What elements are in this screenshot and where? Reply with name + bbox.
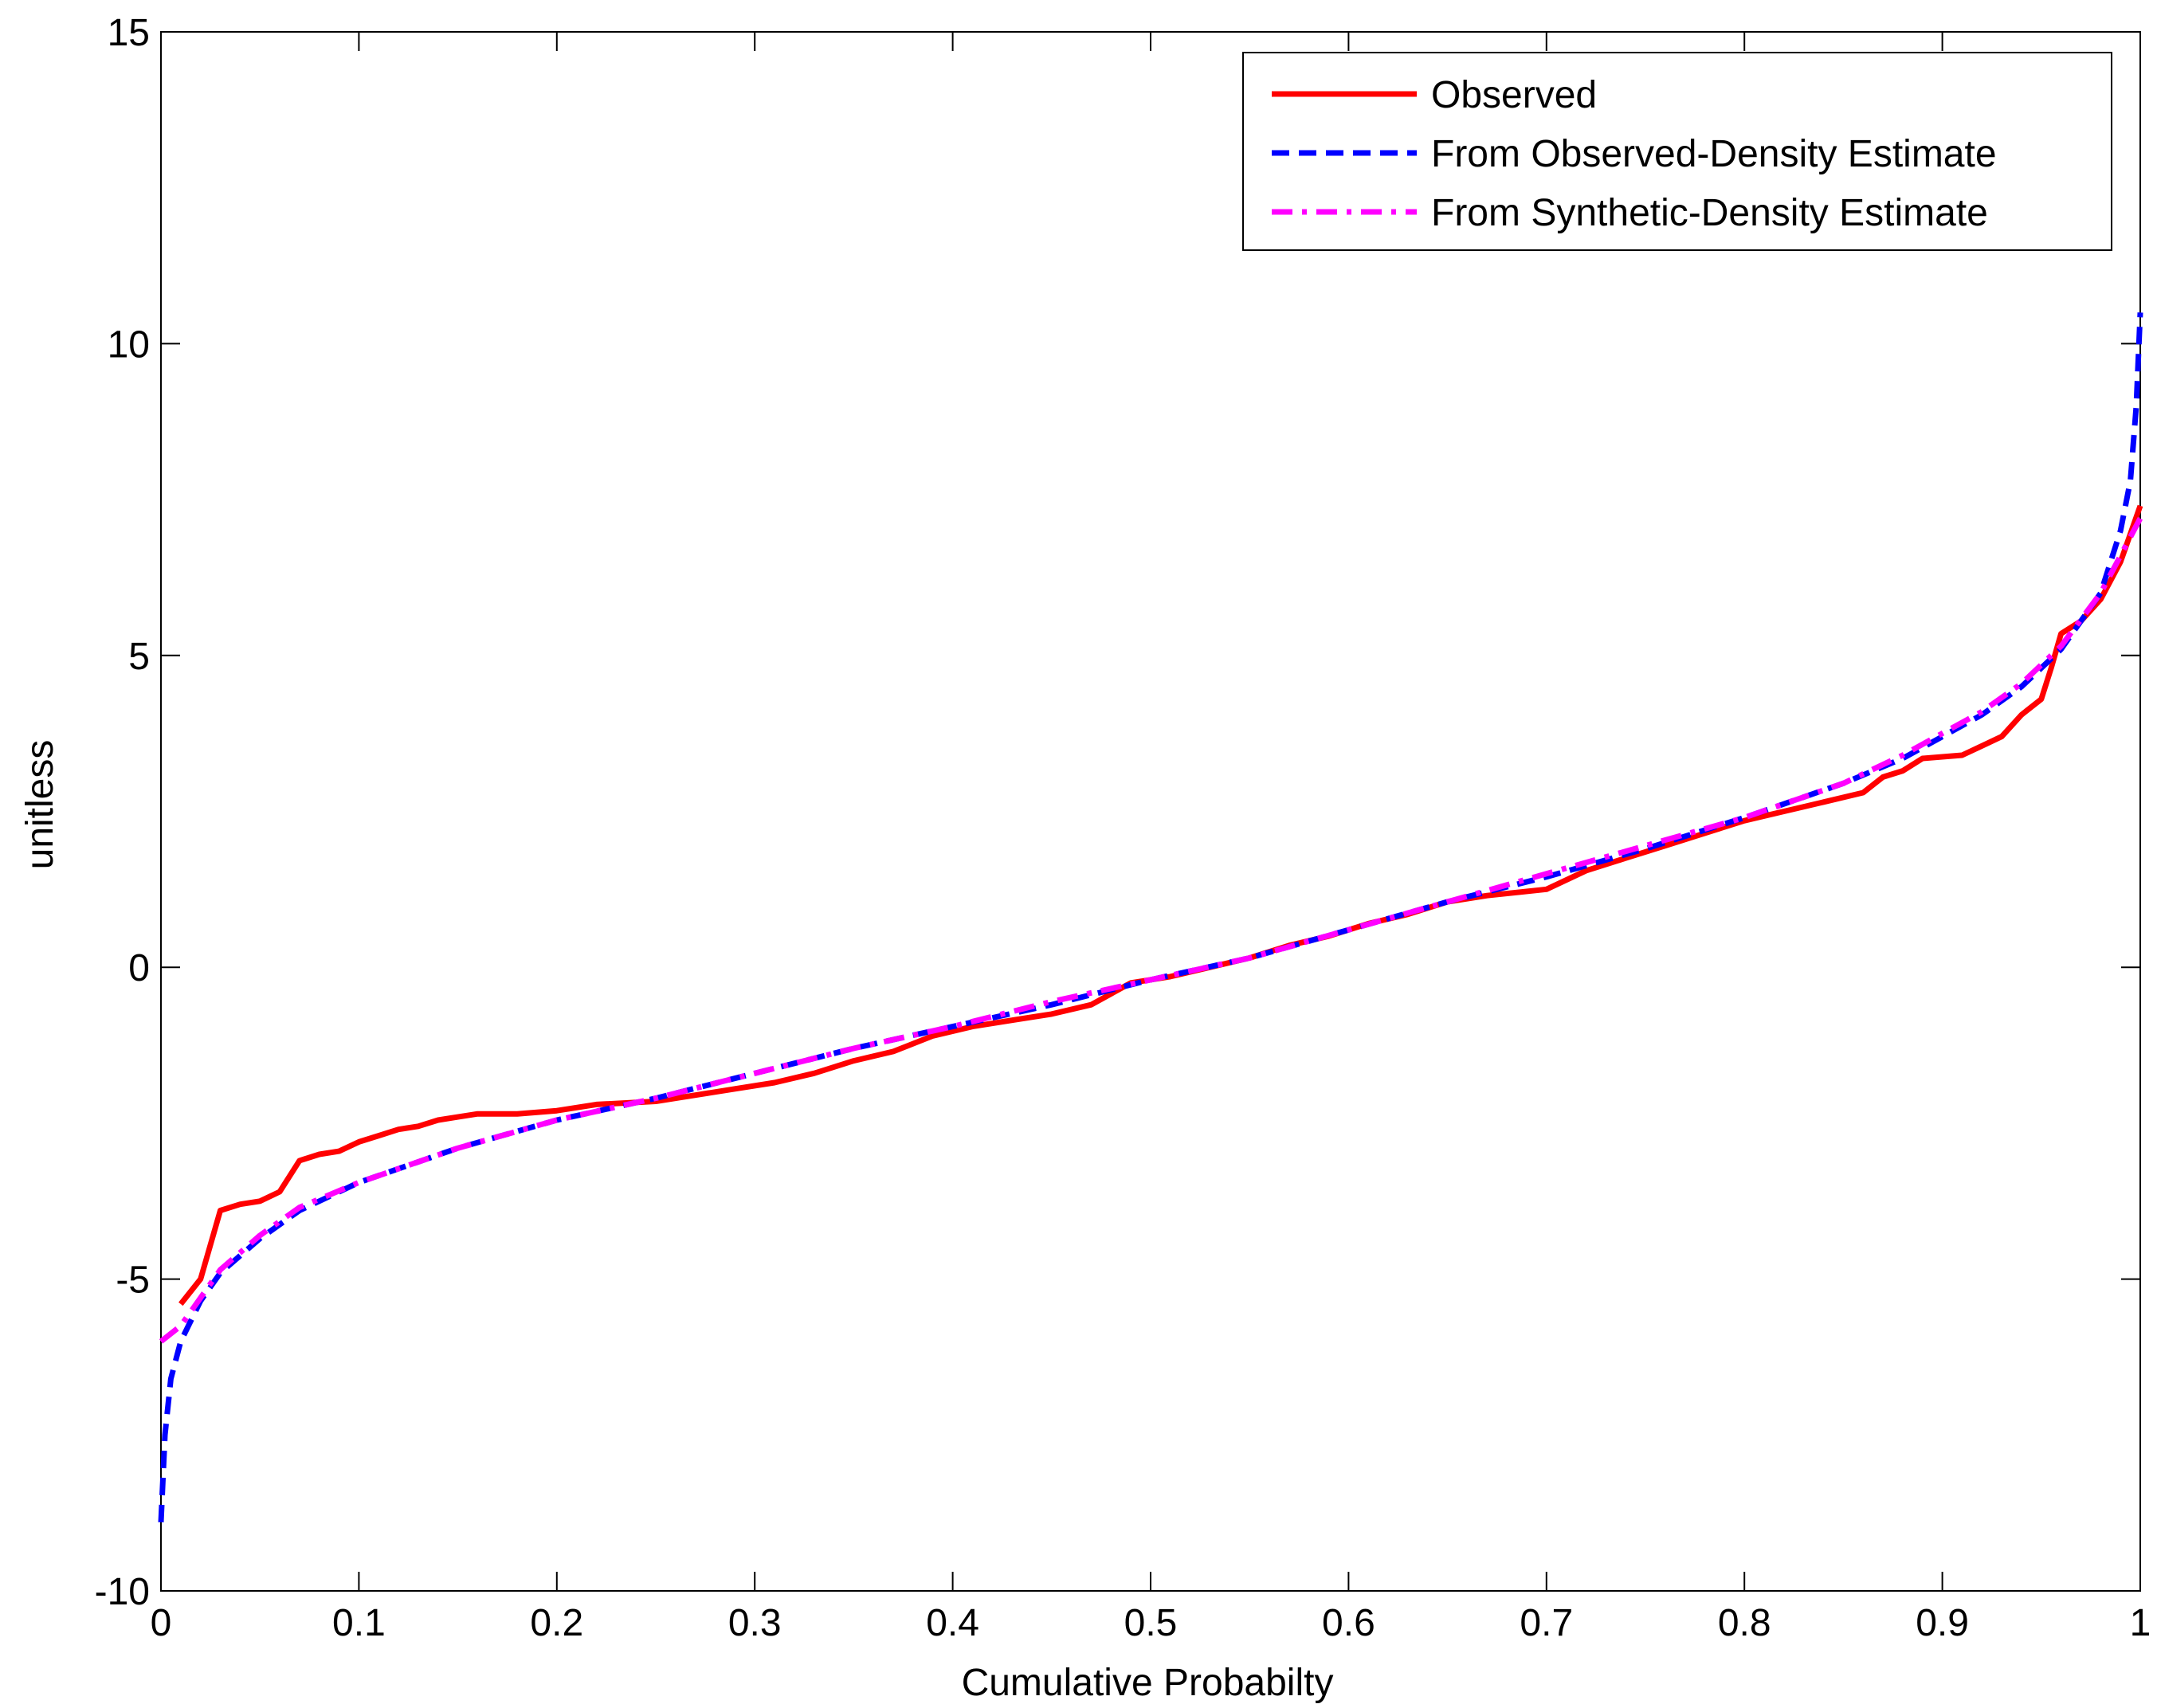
x-tick-label: 0: [151, 1602, 172, 1644]
series-layer: [158, 312, 2143, 1523]
y-tick-label: -5: [116, 1259, 150, 1302]
y-tick-label: 5: [128, 636, 150, 678]
x-tick-label: 0.6: [1322, 1602, 1375, 1644]
legend-label-2: From Observed-Density Estimate: [1431, 133, 1997, 175]
x-tick-label: 0.4: [926, 1602, 979, 1644]
x-tick-label: 1: [2130, 1602, 2151, 1644]
x-tick-label: 0.1: [332, 1602, 386, 1644]
x-tick-label: 0.2: [530, 1602, 583, 1644]
x-axis-ticks: 0 0.1 0.2 0.3 0.4 0.5 0.6 0.7 0.8 0.9 1: [151, 32, 2151, 1644]
y-tick-label: 10: [108, 323, 150, 366]
series-line-3: [159, 516, 2143, 1344]
y-tick-label: 0: [128, 947, 150, 989]
legend-label-1: Observed: [1431, 74, 1597, 116]
legend-label-3: From Synthetic-Density Estimate: [1431, 192, 1988, 234]
y-axis-ticks: -10 -5 0 5 10 15: [95, 12, 2140, 1613]
plot-area: [160, 31, 2141, 1592]
x-axis-label: Cumulative Probabilty: [962, 1662, 1334, 1704]
legend: Observed From Observed-Density Estimate Fr…: [1242, 52, 2112, 251]
y-tick-label: 15: [108, 12, 150, 54]
x-tick-label: 0.5: [1124, 1602, 1178, 1644]
x-tick-label: 0.7: [1520, 1602, 1573, 1644]
x-tick-label: 0.3: [728, 1602, 782, 1644]
y-axis-label: unitless: [19, 740, 61, 870]
y-tick-label: -10: [95, 1571, 150, 1613]
x-tick-label: 0.9: [1916, 1602, 1969, 1644]
x-tick-label: 0.8: [1718, 1602, 1771, 1644]
axes-box: [160, 31, 2141, 1592]
